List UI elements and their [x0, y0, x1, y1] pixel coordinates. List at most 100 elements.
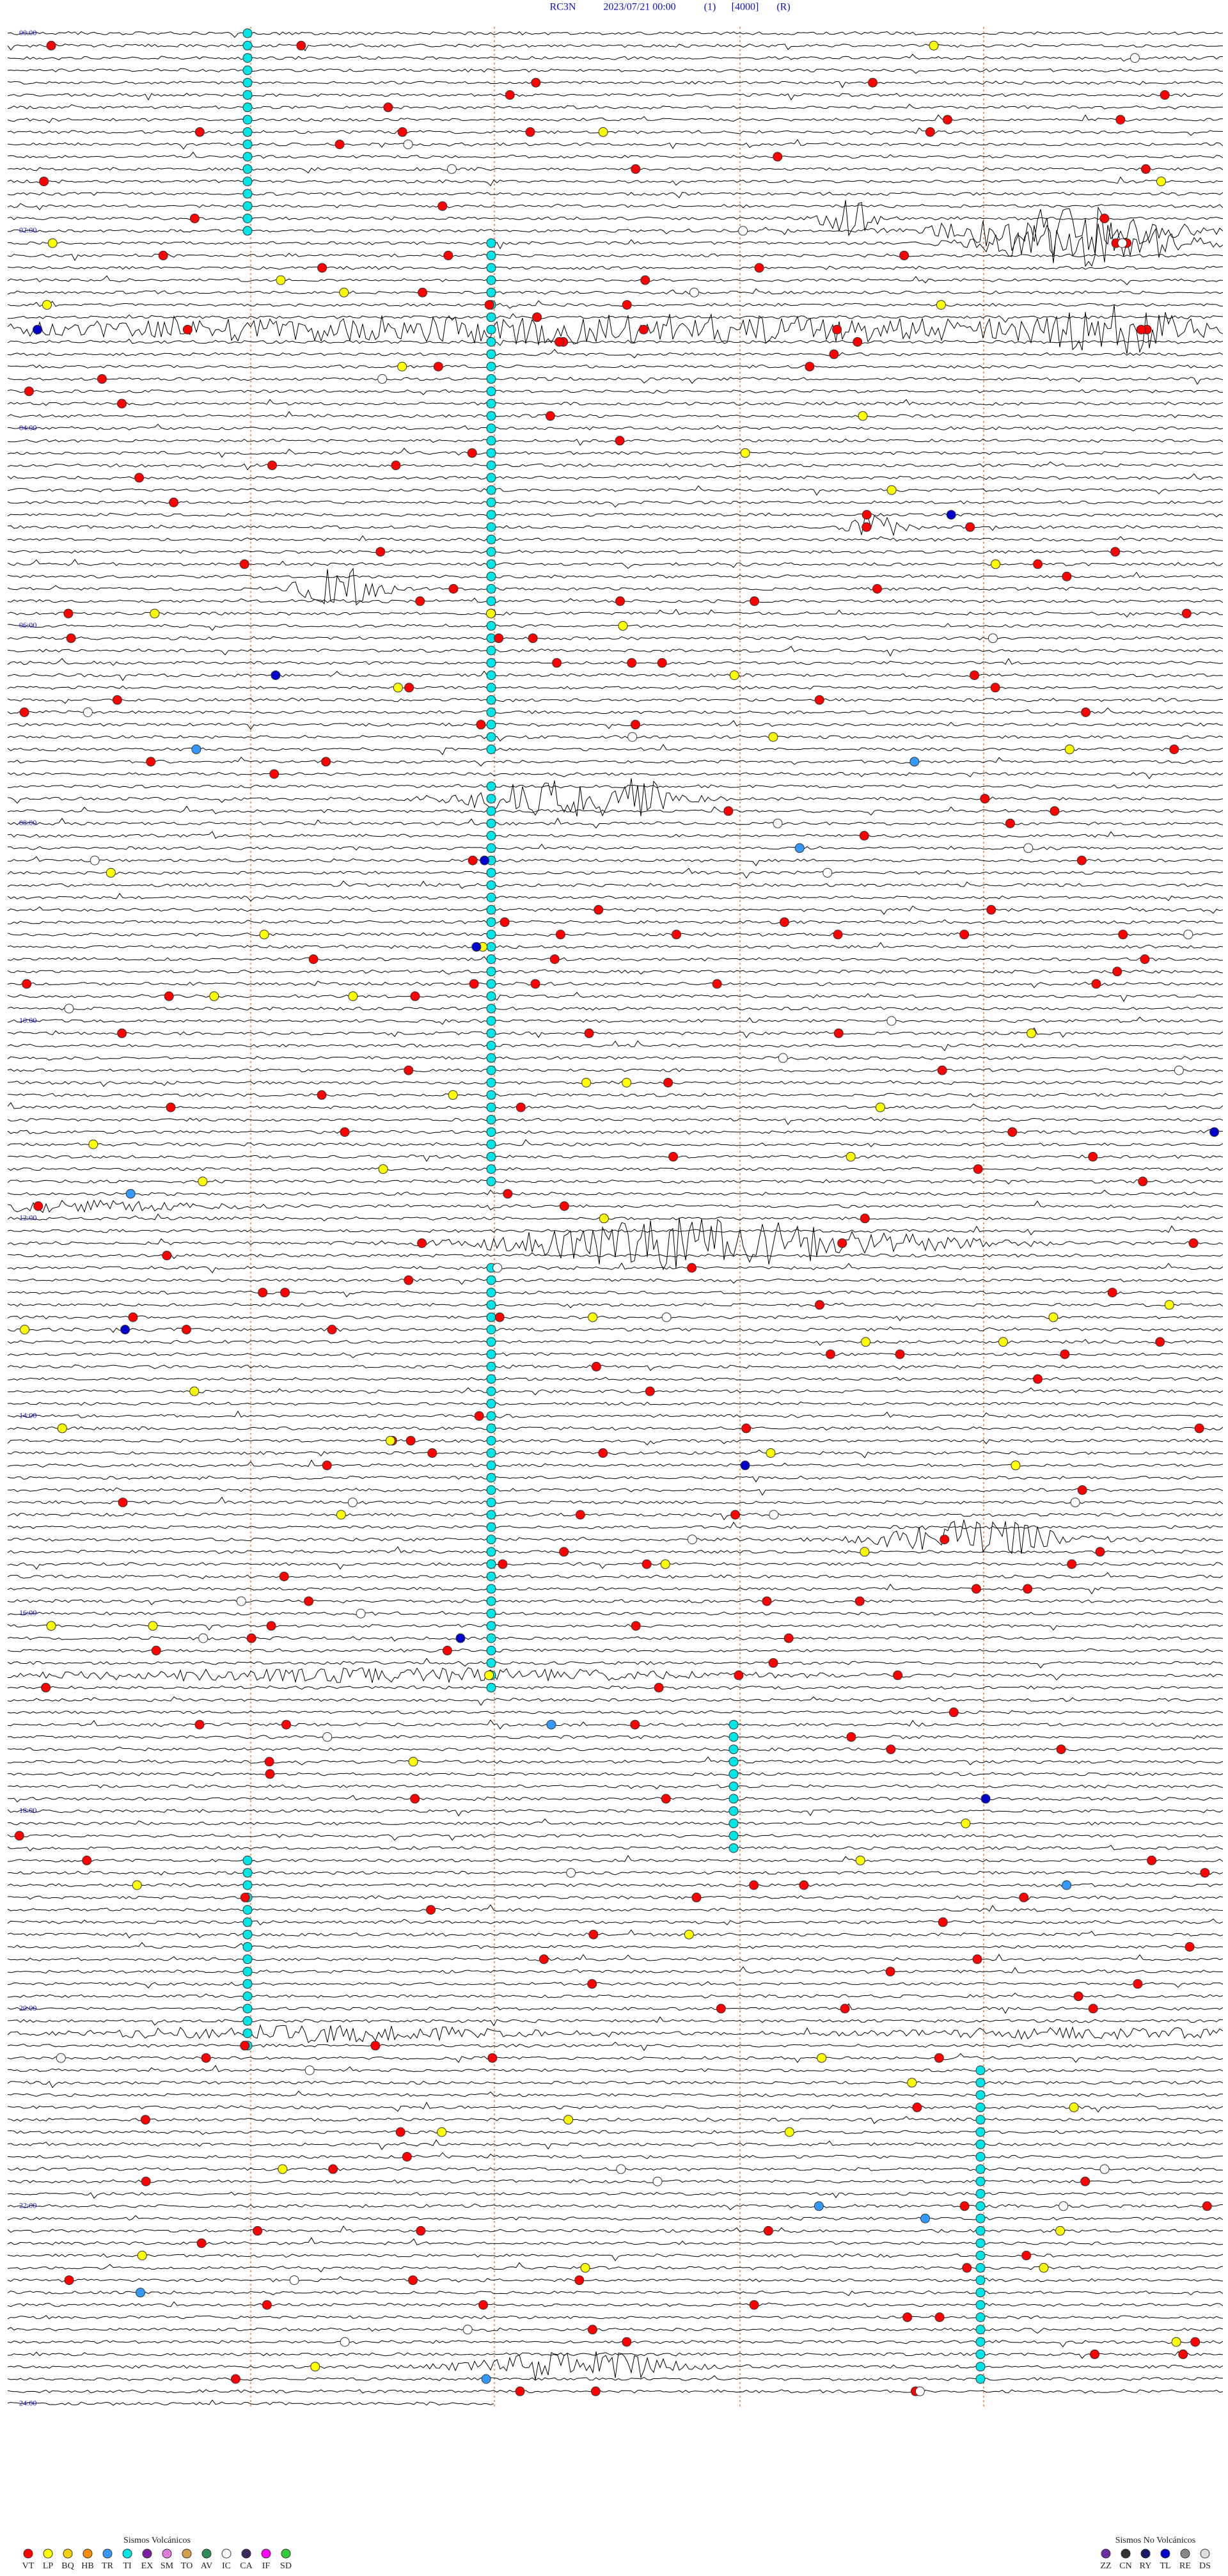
event-marker	[486, 1127, 496, 1137]
event-marker	[486, 1596, 496, 1606]
event-marker	[486, 547, 496, 557]
trace	[7, 1954, 1224, 1961]
event-marker	[253, 2225, 263, 2236]
legend-label: SD	[280, 2561, 292, 2571]
event-marker	[383, 102, 393, 113]
event-marker	[1062, 571, 1072, 581]
event-marker	[668, 1151, 679, 1162]
legend-swatch	[1101, 2548, 1111, 2559]
legend-swatch	[43, 2548, 53, 2559]
trace	[7, 2152, 1224, 2160]
event-marker	[486, 1028, 496, 1038]
event-marker	[1050, 806, 1060, 816]
event-marker	[64, 2275, 74, 2286]
event-marker	[730, 1510, 741, 1520]
trace	[7, 364, 1224, 369]
hour-label: 00:00	[19, 28, 36, 37]
event-marker	[63, 608, 74, 619]
event-marker	[427, 1448, 437, 1458]
trace	[7, 1277, 1224, 1285]
trace	[7, 843, 1224, 851]
event-marker	[164, 991, 174, 1001]
event-marker	[975, 2115, 986, 2125]
trace	[7, 1657, 1224, 1669]
event-marker	[1140, 164, 1151, 174]
event-marker	[486, 917, 496, 928]
event-marker	[148, 1621, 158, 1631]
trace	[7, 756, 1224, 767]
event-marker	[975, 2288, 986, 2298]
event-marker	[975, 2139, 986, 2149]
event-marker	[975, 2374, 986, 2384]
event-marker	[657, 658, 667, 668]
event-marker	[194, 127, 205, 137]
event-marker	[240, 2041, 250, 2051]
event-marker	[645, 1386, 655, 1396]
event-marker	[794, 843, 805, 853]
event-marker	[169, 497, 179, 507]
event-marker	[486, 620, 496, 631]
trace	[7, 127, 1223, 136]
event-marker	[242, 28, 253, 38]
event-marker	[486, 954, 496, 964]
trace	[7, 1845, 1224, 1852]
event-marker	[937, 1065, 947, 1075]
trace	[7, 1315, 1224, 1322]
event-marker	[375, 547, 386, 557]
event-marker	[823, 867, 833, 878]
event-marker	[574, 2275, 585, 2286]
event-marker	[712, 979, 722, 989]
trace	[7, 1055, 1224, 1061]
event-marker	[308, 954, 319, 964]
event-marker	[552, 658, 562, 668]
event-marker	[622, 1078, 632, 1087]
trace	[7, 2065, 1224, 2073]
event-marker	[242, 40, 253, 51]
trace	[7, 1040, 1224, 1052]
trace	[7, 1572, 1224, 1579]
trace	[7, 223, 1224, 267]
event-marker	[503, 1189, 513, 1199]
trace	[7, 956, 1224, 961]
trace	[7, 1966, 1224, 1974]
trace	[7, 203, 1224, 210]
legend-label: HB	[81, 2561, 93, 2571]
event-marker	[162, 1251, 172, 1261]
trace	[7, 473, 1224, 480]
event-marker	[837, 1238, 847, 1248]
event-marker	[762, 1596, 772, 1606]
event-marker	[474, 1411, 484, 1421]
event-marker	[1136, 324, 1146, 335]
event-marker	[158, 250, 168, 260]
event-marker	[652, 2176, 663, 2186]
legend-label: IF	[262, 2561, 271, 2571]
event-marker	[631, 1621, 641, 1631]
event-marker	[598, 1448, 608, 1458]
event-marker	[687, 1535, 697, 1545]
event-marker	[437, 201, 448, 211]
event-marker	[598, 127, 608, 137]
event-marker	[846, 1151, 856, 1162]
event-marker	[545, 411, 555, 421]
event-marker	[532, 312, 542, 322]
event-marker	[242, 2016, 253, 2026]
event-marker	[590, 2386, 601, 2396]
event-marker	[128, 1312, 138, 1322]
event-marker	[1117, 238, 1128, 248]
trace	[7, 1599, 1224, 1606]
event-marker	[1200, 1868, 1210, 1878]
event-marker	[486, 683, 496, 693]
event-marker	[973, 1164, 983, 1174]
event-marker	[393, 683, 403, 693]
event-marker	[259, 929, 269, 940]
event-marker	[728, 1806, 739, 1816]
trace	[7, 942, 1224, 949]
event-marker	[833, 929, 843, 940]
event-marker	[1007, 1127, 1018, 1137]
trace	[7, 1512, 1224, 1521]
channel: (1)	[704, 2, 716, 13]
hour-label: 22:00	[19, 2201, 36, 2210]
event-marker	[348, 991, 358, 1001]
event-marker	[181, 1325, 191, 1334]
trace	[7, 206, 1224, 256]
